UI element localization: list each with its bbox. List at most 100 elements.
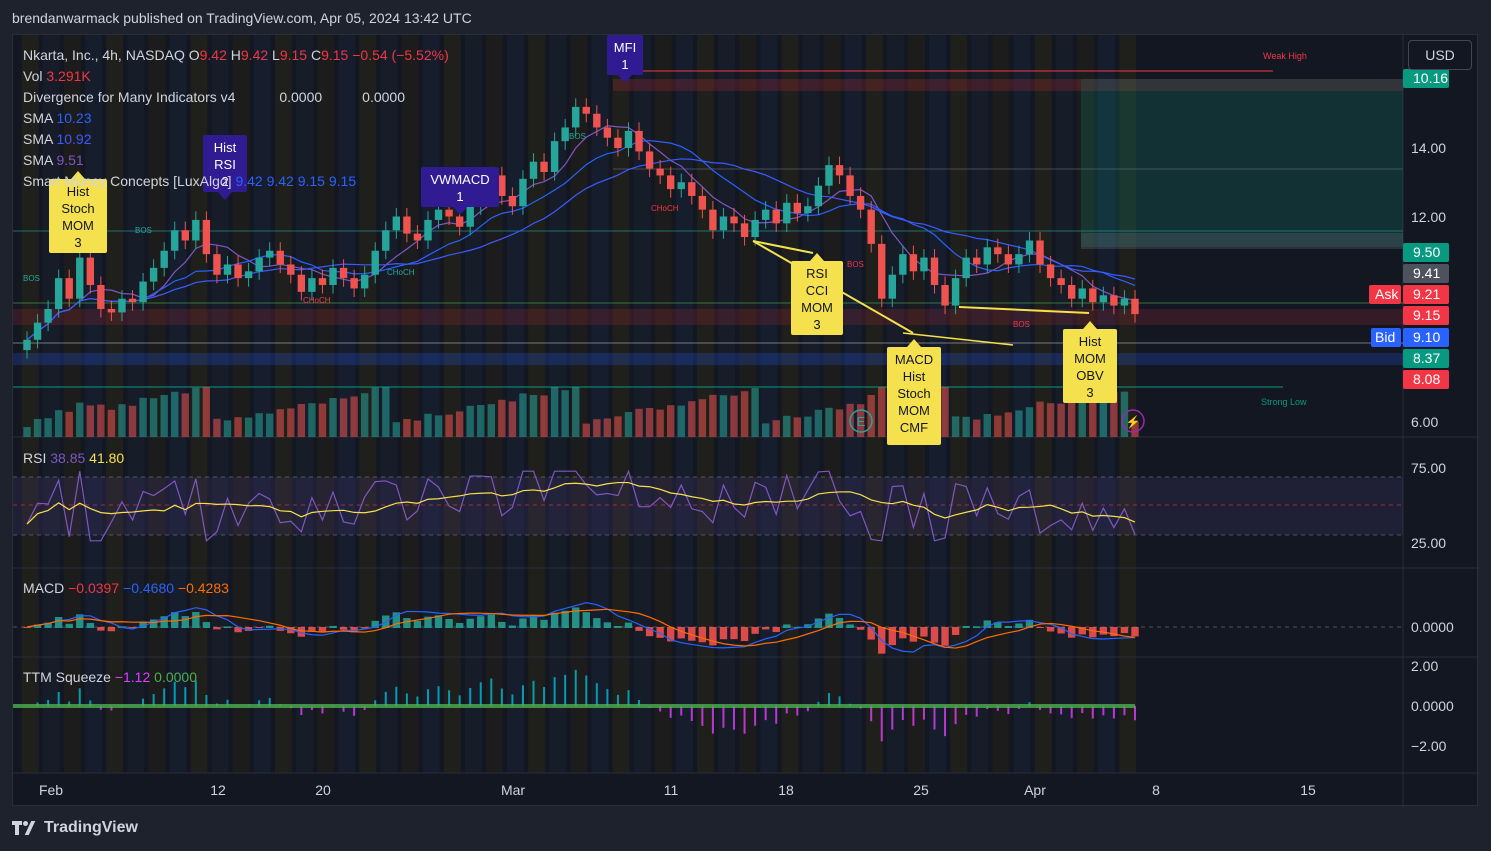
macd-hist-bar <box>856 627 865 630</box>
candle-body <box>1099 295 1108 303</box>
macd-line <box>26 602 1136 653</box>
macd-hist-bar <box>751 627 759 634</box>
candle <box>825 156 833 195</box>
macd-hist-bar <box>645 627 654 637</box>
candle-body <box>213 254 221 275</box>
candle-body <box>1120 298 1129 306</box>
equilibrium-zone <box>1081 79 1403 247</box>
candle-body <box>1110 295 1118 306</box>
macd-hist-bar <box>593 618 601 628</box>
signal-text: Stoch <box>897 386 930 401</box>
candle-body <box>930 257 939 285</box>
macd-hist-bar <box>709 627 717 646</box>
signal-text: CMF <box>900 420 928 435</box>
candle-body <box>899 254 907 275</box>
candle <box>318 269 327 294</box>
candle-body <box>550 141 559 172</box>
macd-hist-bar <box>139 621 147 628</box>
volume-bar <box>688 401 696 437</box>
session-band <box>633 35 651 773</box>
candle-body <box>1131 298 1139 315</box>
session-band <box>802 35 820 773</box>
rsi-ma-line <box>26 481 1136 525</box>
macd-hist-bar <box>160 616 168 628</box>
volume-bar <box>593 419 601 437</box>
candle-body <box>192 219 200 241</box>
tradingview-brand[interactable]: TradingView <box>12 819 138 837</box>
price-tick: 12.00 <box>1411 209 1446 225</box>
candle-body <box>941 285 949 306</box>
candle-body <box>318 278 327 285</box>
candle-body <box>223 264 232 275</box>
candle <box>804 197 812 222</box>
candle <box>234 255 242 287</box>
candle <box>392 207 401 239</box>
macd-hist-bar <box>234 627 242 633</box>
candle <box>360 266 369 297</box>
volume-bar <box>582 423 590 437</box>
volume-bar <box>761 423 770 437</box>
candle-body <box>740 223 749 238</box>
macd-hist-bar <box>181 616 189 628</box>
earnings-icon-glyph: E <box>857 414 866 429</box>
candle <box>192 211 200 250</box>
macd-hist-bar <box>1025 619 1034 628</box>
candle-body <box>445 209 453 217</box>
candle-body <box>761 209 770 220</box>
macd-hist-bar <box>519 618 527 628</box>
candle <box>76 249 84 308</box>
candle-body <box>888 274 896 299</box>
candle-body <box>656 168 664 176</box>
candle-body <box>360 274 369 289</box>
volume-bar <box>793 417 802 437</box>
candle <box>413 225 422 250</box>
candle-body <box>572 106 580 128</box>
volume-bar <box>360 393 369 437</box>
candle-body <box>382 230 390 251</box>
candle <box>244 262 253 287</box>
macd-hist-bar <box>76 614 84 628</box>
volume-bar <box>308 403 316 437</box>
candle-body <box>846 175 854 196</box>
candle-body <box>825 165 833 186</box>
divergence-legend-value: 0.0000 <box>362 89 405 105</box>
signal-box <box>421 167 499 207</box>
candle <box>139 273 147 311</box>
candle-body <box>645 151 654 169</box>
signal-text: 1 <box>621 57 628 72</box>
volume-bar <box>951 416 960 437</box>
candle <box>1036 231 1044 274</box>
macd-hist-bar <box>329 625 337 628</box>
macd-hist-bar <box>1131 627 1139 637</box>
volume-bar <box>65 411 73 437</box>
candle-body <box>171 230 179 251</box>
currency-selector[interactable]: USD <box>1408 40 1472 70</box>
macd-hist-bar <box>413 620 422 628</box>
discount-zone <box>13 353 1403 365</box>
candle-body <box>529 161 538 179</box>
volume-bar <box>466 405 474 437</box>
macd-hist-bar <box>223 626 232 628</box>
candle <box>761 201 770 229</box>
candle <box>994 238 1002 263</box>
candle-body <box>878 243 886 299</box>
macd-hist-bar <box>761 627 770 630</box>
smc-legend-value: Smart Money Concepts [LuxAlgo] <box>23 173 232 189</box>
divergence-line <box>752 240 814 254</box>
macd-hist-bar <box>540 619 548 628</box>
candle <box>382 221 390 260</box>
price-badge-value: 9.21 <box>1413 286 1440 302</box>
candle <box>814 177 823 215</box>
candle-body <box>920 257 928 272</box>
price-badge-bg <box>1403 264 1449 283</box>
signal-text: Stoch <box>61 201 94 216</box>
signal-box <box>203 135 247 192</box>
candle-body <box>118 298 126 313</box>
volume-bar <box>1078 398 1086 437</box>
chart-frame[interactable]: Weak High Strong Low BOS BOS CHoCH CHoCH BOS CH… <box>12 34 1479 807</box>
divergence-legend-value: 0.0000 <box>279 89 322 105</box>
macd-hist-bar <box>951 627 960 635</box>
rsi-legend: RSI 38.85 41.80 <box>23 450 124 466</box>
volume-bar <box>624 412 633 437</box>
